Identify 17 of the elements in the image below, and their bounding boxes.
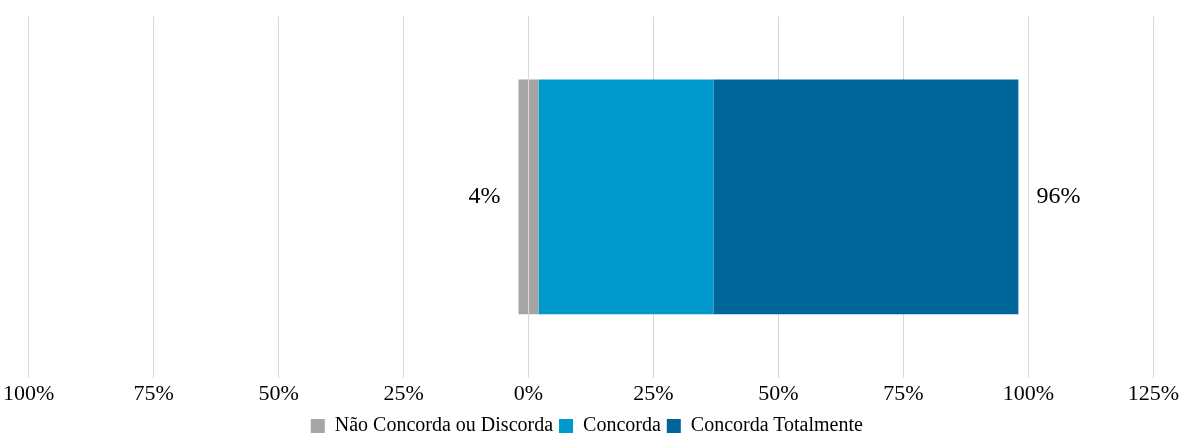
annotation: 96% [1036,182,1081,209]
bar [713,79,1019,315]
x-tick-label: 0% [513,379,544,405]
x-tick-label: 25% [633,379,674,405]
legend-label: Concorda [583,413,661,436]
bar [538,79,714,315]
x-tick-label: 50% [758,379,799,405]
x-tick-label: 100% [3,379,55,405]
x-tick-label: 75% [883,379,924,405]
x-tick-label: 50% [258,379,299,405]
x-tick-label: 100% [1002,379,1055,405]
x-tick-label: 25% [383,379,424,405]
annotation: 4% [468,182,501,209]
legend-label: Concorda Totalmente [690,413,863,436]
legend-label: Não Concorda ou Discorda [334,413,554,436]
x-tick-label: 75% [133,379,174,405]
x-tick-label: 125% [1127,379,1179,405]
